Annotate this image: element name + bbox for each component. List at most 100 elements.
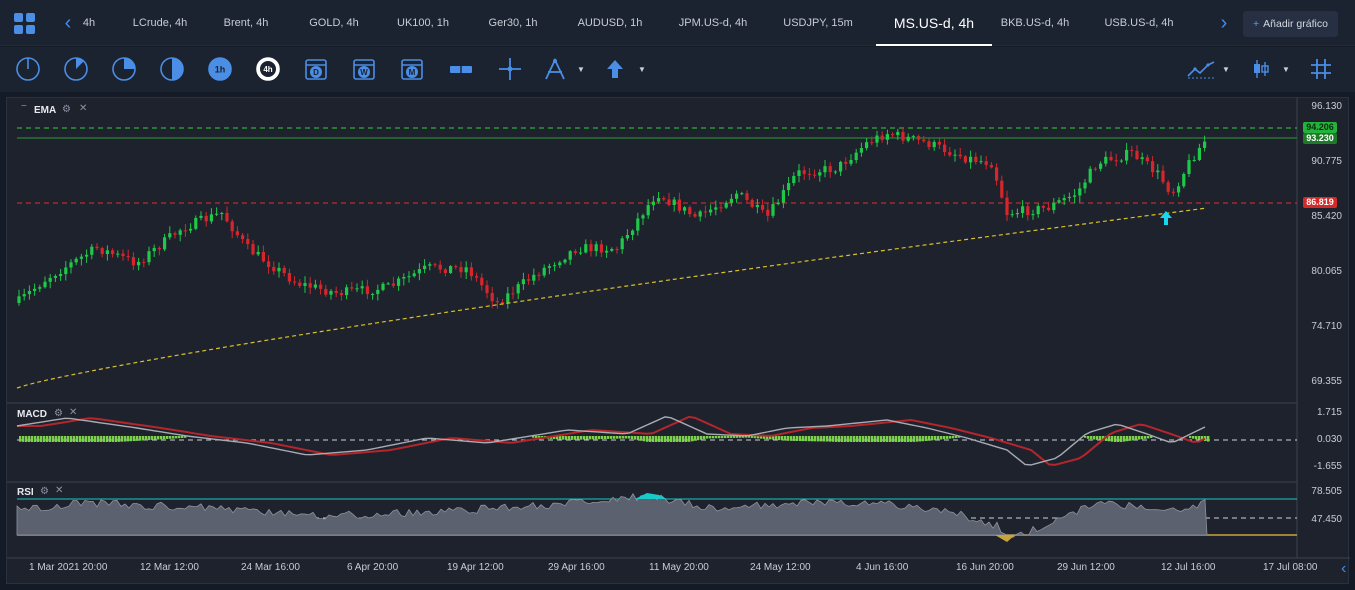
- chart-canvas[interactable]: [7, 98, 1350, 585]
- macd-histogram-bar: [715, 436, 718, 439]
- candle-body: [1177, 186, 1181, 193]
- macd-settings-icon[interactable]: ⚙: [54, 408, 63, 419]
- candle-body: [381, 283, 385, 290]
- macd-histogram-bar: [568, 436, 571, 440]
- candle-body: [703, 211, 707, 213]
- tabs-prev-arrow-icon[interactable]: ‹: [64, 12, 72, 34]
- macd-histogram-bar: [139, 436, 142, 441]
- tab-symbol[interactable]: USB.US-d, 4h: [1104, 17, 1174, 29]
- timeframe-4-icon[interactable]: [159, 56, 185, 82]
- add-chart-button[interactable]: + Añadir gráfico: [1243, 11, 1338, 37]
- ema-settings-icon[interactable]: ⚙: [62, 104, 71, 115]
- macd-histogram-bar: [775, 436, 778, 440]
- green-upper-price-tag: 94.206: [1303, 122, 1337, 133]
- candle-body: [599, 244, 603, 253]
- candle-body: [53, 276, 57, 278]
- macd-histogram-bar: [952, 436, 955, 439]
- candle-body: [1047, 207, 1051, 211]
- macd-histogram-bar: [823, 436, 826, 442]
- timeframe-4h-icon[interactable]: 4h: [255, 56, 281, 82]
- arrow-up-icon[interactable]: [602, 56, 628, 82]
- candle-body: [131, 257, 135, 266]
- arrow-tools-caret-icon[interactable]: ▼: [638, 65, 646, 74]
- macd-histogram-bar: [628, 436, 631, 439]
- candle-body: [329, 290, 333, 295]
- scroll-left-arrow-icon[interactable]: ‹: [1341, 560, 1347, 577]
- tab-symbol[interactable]: USDJPY, 15m: [783, 17, 853, 29]
- macd-histogram-bar: [532, 436, 535, 438]
- candle-body: [267, 261, 271, 267]
- rsi-close-icon[interactable]: ✕: [55, 485, 64, 496]
- candle-type-icon[interactable]: [1248, 56, 1274, 82]
- indicators-icon[interactable]: [1186, 56, 1216, 82]
- timeframe-1-icon[interactable]: [15, 56, 41, 82]
- macd-histogram-bar: [607, 436, 610, 439]
- timeframe-1h-icon[interactable]: 1h: [207, 56, 233, 82]
- macd-histogram-bar: [58, 436, 61, 442]
- monthly-calendar-icon[interactable]: M: [399, 56, 425, 82]
- indicators-caret-icon[interactable]: ▼: [1222, 65, 1230, 74]
- candle-body: [568, 251, 572, 260]
- tab-active-symbol[interactable]: MS.US-d, 4h: [876, 0, 992, 46]
- macd-histogram-bar: [901, 436, 904, 442]
- candle-body: [891, 134, 895, 136]
- candle-type-caret-icon[interactable]: ▼: [1282, 65, 1290, 74]
- tab-symbol[interactable]: UK100, 1h: [397, 17, 449, 29]
- candle-body: [261, 251, 265, 262]
- macd-histogram-bar: [790, 436, 793, 441]
- candle-body: [152, 247, 156, 252]
- macd-histogram-bar: [631, 436, 634, 440]
- macd-histogram-bar: [700, 436, 703, 440]
- candle-body: [1109, 156, 1113, 161]
- collapse-pane-icon[interactable]: −: [21, 101, 27, 112]
- drawing-tools-icon[interactable]: [542, 56, 568, 82]
- timeframe-3-icon[interactable]: [111, 56, 137, 82]
- rsi-settings-icon[interactable]: ⚙: [40, 486, 49, 497]
- candle-body: [818, 172, 822, 176]
- macd-histogram-bar: [709, 436, 712, 439]
- macd-histogram-bar: [829, 436, 832, 442]
- candle-body: [880, 135, 884, 140]
- candle-body: [636, 218, 640, 231]
- macd-histogram-bar: [691, 436, 694, 442]
- timeframe-2-icon[interactable]: [63, 56, 89, 82]
- tab-symbol[interactable]: AUDUSD, 1h: [577, 17, 643, 29]
- candle-body: [1052, 202, 1056, 211]
- candle-body: [875, 135, 879, 143]
- candle-body: [282, 267, 286, 274]
- tabs-next-arrow-icon[interactable]: ›: [1220, 12, 1228, 34]
- tab-symbol[interactable]: 4h: [82, 17, 96, 29]
- tab-symbol[interactable]: Brent, 4h: [223, 17, 269, 29]
- daily-calendar-icon[interactable]: D: [303, 56, 329, 82]
- tab-symbol[interactable]: GOLD, 4h: [309, 17, 359, 29]
- candle-body: [501, 302, 505, 304]
- ema-close-icon[interactable]: ✕: [79, 103, 88, 114]
- chart-area[interactable]: − EMA ⚙ ✕ MACD ⚙ ✕ RSI ⚙ ✕ 96.130 90.775…: [6, 97, 1350, 585]
- rsi-axis-label: 47.450: [1311, 514, 1342, 525]
- tab-symbol[interactable]: Ger30, 1h: [488, 17, 538, 29]
- tab-symbol[interactable]: LCrude, 4h: [132, 17, 188, 29]
- candle-body: [573, 251, 577, 253]
- candle-body: [1197, 147, 1201, 161]
- measure-range-icon[interactable]: [447, 56, 475, 82]
- crosshair-icon[interactable]: [497, 56, 523, 82]
- grid-icon[interactable]: [1308, 56, 1334, 82]
- macd-histogram-bar: [955, 436, 958, 438]
- weekly-calendar-icon[interactable]: W: [351, 56, 377, 82]
- macd-histogram-bar: [613, 436, 616, 439]
- macd-histogram-bar: [175, 436, 178, 439]
- tab-symbol[interactable]: JPM.US-d, 4h: [678, 17, 748, 29]
- tab-symbol[interactable]: BKB.US-d, 4h: [1000, 17, 1070, 29]
- candle-body: [308, 283, 312, 288]
- macd-close-icon[interactable]: ✕: [69, 407, 78, 418]
- macd-histogram-bar: [148, 436, 151, 441]
- candle-body: [1187, 160, 1191, 174]
- apps-grid-icon[interactable]: [12, 11, 38, 35]
- drawing-tools-caret-icon[interactable]: ▼: [577, 65, 585, 74]
- macd-signal-line: [17, 415, 1206, 466]
- macd-histogram-bar: [1084, 436, 1087, 438]
- candle-body: [1000, 180, 1004, 198]
- macd-histogram-bar: [799, 436, 802, 442]
- candle-body: [631, 230, 635, 235]
- macd-histogram-bar: [784, 436, 787, 441]
